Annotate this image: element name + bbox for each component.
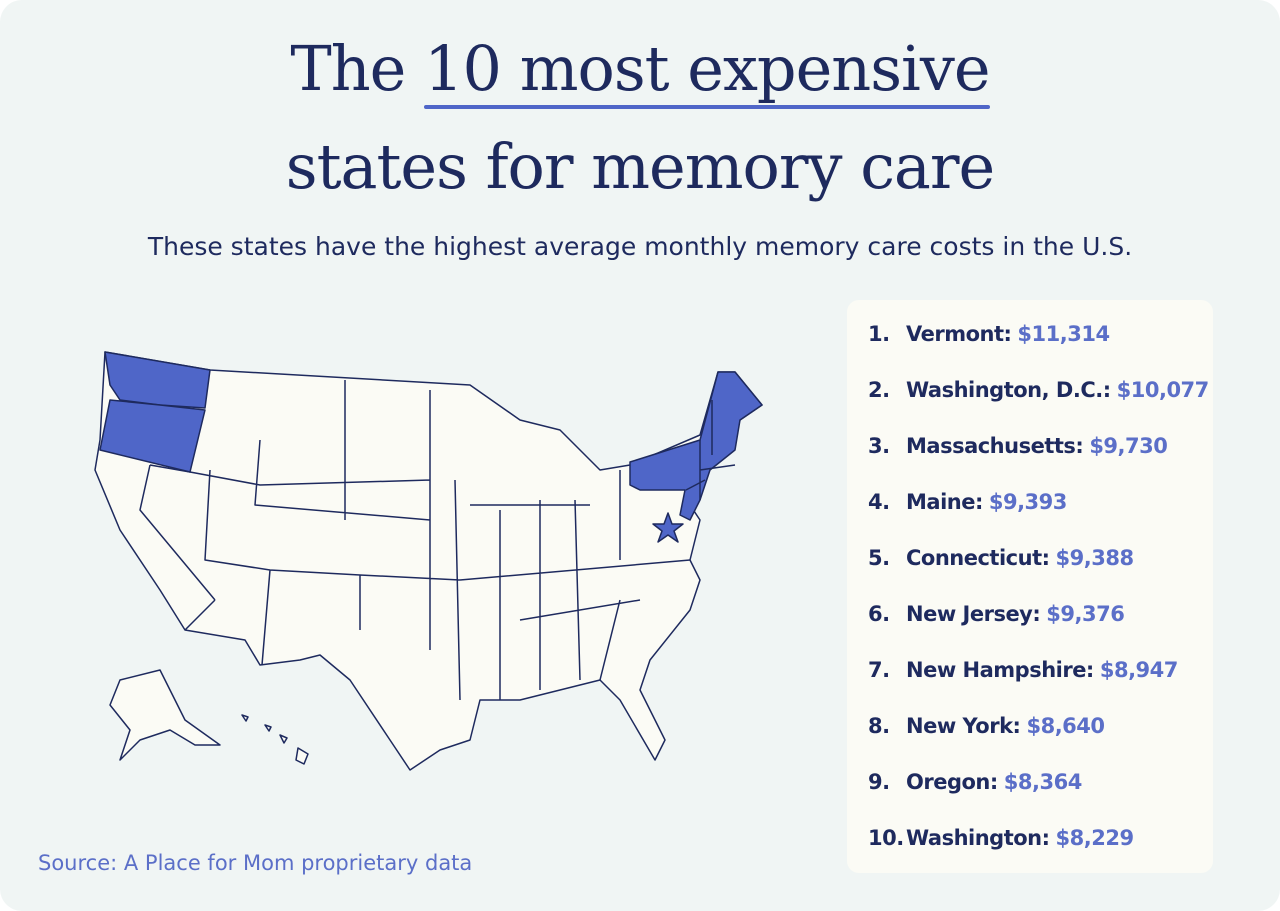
washington-state — [104, 351, 211, 409]
state-name: New Hampshire: — [906, 658, 1094, 682]
state-name: Vermont: — [906, 322, 1012, 346]
state-name: New York: — [906, 714, 1021, 738]
cost: $8,364 — [1003, 770, 1083, 794]
cost: $11,314 — [1017, 322, 1110, 346]
list-item: 6. New Jersey: $9,376 — [868, 602, 1125, 626]
list-item: 2. Washington, D.C.: $10,077 — [868, 378, 1209, 402]
state-name: Connecticut: — [906, 546, 1050, 570]
us-map — [94, 351, 763, 771]
title-highlight: 10 most expensive — [424, 32, 990, 105]
cost: $8,947 — [1099, 658, 1179, 682]
rank: 10. — [868, 826, 904, 850]
dc-star — [652, 512, 684, 543]
rank: 8. — [868, 714, 890, 738]
cost: $9,730 — [1089, 434, 1168, 458]
rank: 2. — [868, 378, 890, 402]
cost: $9,388 — [1055, 546, 1135, 570]
us-outline — [94, 351, 763, 771]
list-item: 7. New Hampshire: $8,947 — [868, 658, 1178, 682]
title-line: The 10 most expensive — [0, 32, 1280, 105]
oregon-state — [99, 399, 206, 473]
rank: 9. — [868, 770, 890, 794]
state-name: Massachusetts: — [906, 434, 1084, 458]
subtitle: These states have the highest average mo… — [147, 232, 1133, 261]
title-text: The — [290, 32, 406, 105]
northeast-borders — [685, 400, 736, 500]
cost: $8,640 — [1026, 714, 1105, 738]
rank: 4. — [868, 490, 890, 514]
rank: 5. — [868, 546, 890, 570]
state-name: Oregon: — [906, 770, 998, 794]
title-line: states for memory care — [285, 130, 995, 203]
list-item: 1. Vermont: $11,314 — [868, 322, 1110, 346]
state-name: Washington, D.C.: — [906, 378, 1111, 402]
list-item: 3. Massachusetts: $9,730 — [868, 434, 1168, 458]
rank: 3. — [868, 434, 890, 458]
cost: $9,393 — [988, 490, 1068, 514]
cost: $8,229 — [1055, 826, 1135, 850]
cost: $9,376 — [1046, 602, 1125, 626]
hawaii — [241, 714, 309, 765]
rank: 6. — [868, 602, 890, 626]
alaska — [109, 669, 221, 761]
list-item: 8. New York: $8,640 — [868, 714, 1105, 738]
source: Source: A Place for Mom proprietary data — [38, 851, 473, 875]
ranking-panel: 1. Vermont: $11,314 2. Washington, D.C.: $10,… — [847, 300, 1213, 873]
list-item: 4. Maine: $9,393 — [868, 490, 1067, 514]
list-item: 5. Connecticut: $9,388 — [868, 546, 1134, 570]
state-name: New Jersey: — [906, 602, 1041, 626]
cost: $10,077 — [1116, 378, 1210, 402]
rank: 1. — [868, 322, 890, 346]
northeast-states — [629, 371, 763, 521]
list-item: 10. Washington: $8,229 — [868, 826, 1134, 850]
rank: 7. — [868, 658, 890, 682]
state-name: Maine: — [906, 490, 983, 514]
list-item: 9. Oregon: $8,364 — [868, 770, 1082, 794]
state-borders — [139, 380, 691, 701]
state-name: Washington: — [906, 826, 1050, 850]
